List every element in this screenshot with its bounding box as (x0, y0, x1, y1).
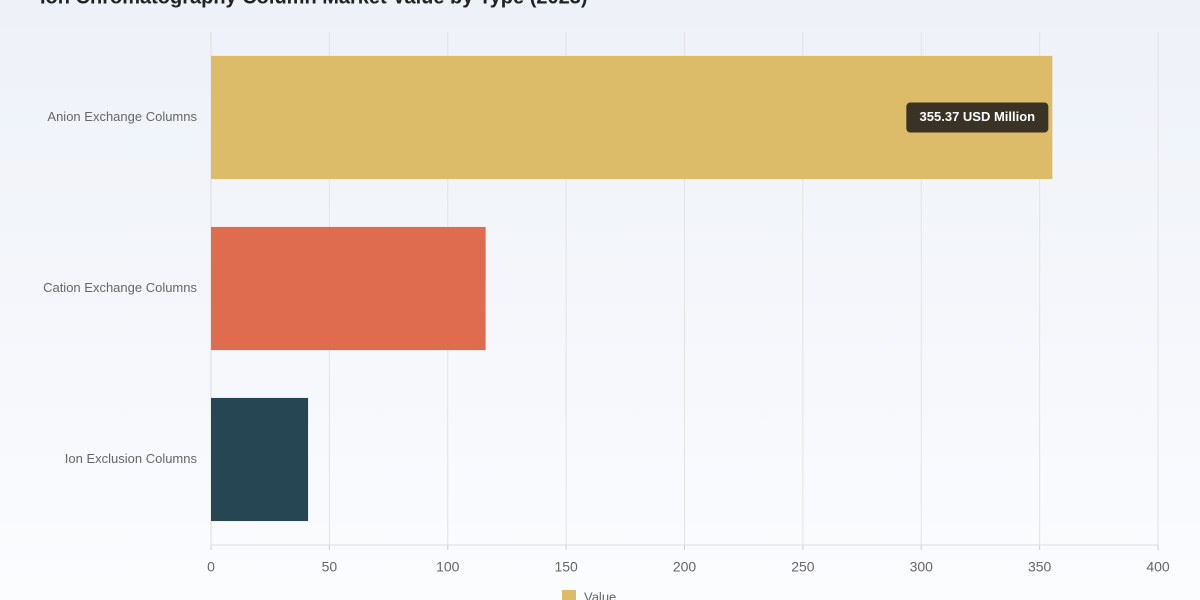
legend-swatch (562, 590, 576, 600)
tooltip-box (906, 102, 1049, 133)
tooltip-label: 355.37 USD Million (920, 109, 1036, 124)
bar (211, 397, 309, 522)
y-tick-label: Ion Exclusion Columns (65, 451, 198, 466)
x-tick-label: 50 (322, 559, 338, 575)
x-tick-label: 250 (791, 559, 815, 575)
x-tick-label: 350 (1028, 559, 1052, 575)
x-tick-label: 0 (207, 559, 215, 575)
x-tick-label: 100 (436, 559, 460, 575)
x-tick-label: 200 (673, 559, 697, 575)
legend-label: Value (584, 589, 616, 600)
x-tick-label: 150 (554, 559, 578, 575)
chart-title: Ion Chromatography Column Market Value b… (40, 0, 588, 8)
y-tick-label: Cation Exchange Columns (43, 280, 197, 295)
bar (211, 226, 486, 351)
x-tick-label: 400 (1146, 559, 1170, 575)
x-tick-label: 300 (910, 559, 934, 575)
y-tick-label: Anion Exchange Columns (47, 109, 197, 124)
